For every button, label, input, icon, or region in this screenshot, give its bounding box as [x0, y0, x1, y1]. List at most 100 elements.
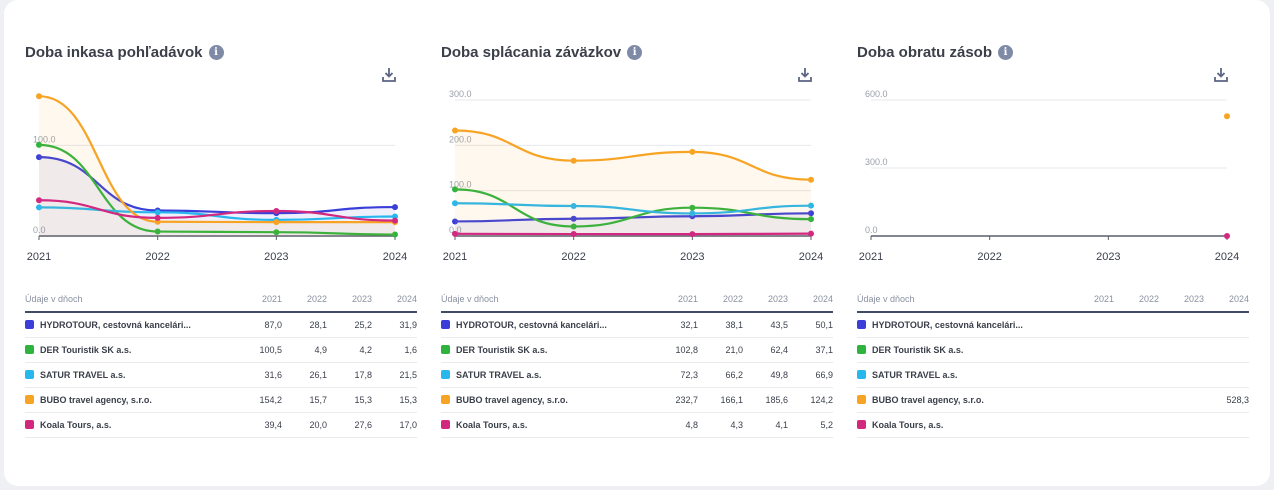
table-row[interactable]: Koala Tours, a.s. 39,4 20,0 27,6 17,0 — [25, 412, 417, 438]
data-point[interactable] — [1224, 233, 1230, 239]
data-point[interactable] — [570, 157, 577, 164]
company-name: Koala Tours, a.s. — [40, 420, 112, 430]
data-point[interactable] — [689, 148, 696, 155]
data-point[interactable] — [154, 228, 161, 235]
data-point[interactable] — [452, 200, 458, 207]
data-point[interactable] — [808, 176, 814, 183]
data-point[interactable] — [570, 223, 577, 230]
chart-title-text: Doba inkasa pohľadávok — [25, 44, 203, 61]
data-point[interactable] — [273, 229, 280, 236]
data-point[interactable] — [689, 210, 696, 217]
table-row[interactable]: DER Touristik SK a.s. 102,8 21,0 62,4 37,1 — [441, 337, 833, 363]
company-name: BUBO travel agency, s.r.o. — [872, 395, 984, 405]
company-cell: BUBO travel agency, s.r.o. — [441, 387, 653, 413]
table-row[interactable]: DER Touristik SK a.s. — [857, 337, 1249, 363]
data-point[interactable] — [689, 204, 696, 211]
value-cell: 26,1 — [282, 362, 327, 388]
series-line[interactable] — [38, 95, 395, 224]
company-name: Koala Tours, a.s. — [456, 420, 528, 430]
table-row[interactable]: Koala Tours, a.s. — [857, 412, 1249, 438]
company-cell: DER Touristik SK a.s. — [25, 337, 237, 363]
value-cell — [1069, 337, 1114, 363]
series-area — [455, 213, 811, 236]
company-cell: HYDROTOUR, cestovná kancelári... — [857, 312, 1069, 338]
series-swatch — [25, 320, 34, 329]
download-icon[interactable] — [797, 67, 813, 83]
data-point[interactable] — [36, 93, 42, 100]
data-point[interactable] — [154, 209, 161, 216]
download-icon[interactable] — [1213, 67, 1229, 83]
download-icon[interactable] — [381, 67, 397, 83]
data-point[interactable] — [452, 186, 458, 193]
data-point[interactable] — [273, 219, 280, 226]
data-point[interactable] — [808, 216, 814, 223]
table-row[interactable]: SATUR TRAVEL a.s. 31,6 26,1 17,8 21,5 — [25, 362, 417, 388]
series-line[interactable] — [38, 199, 396, 222]
data-point[interactable] — [808, 230, 814, 237]
table-header-year: 2023 — [1159, 294, 1204, 313]
panel-payables: Doba splácania záväzkov i 0.0 100.0 200.0 300… — [441, 0, 833, 486]
series-line[interactable] — [38, 143, 396, 236]
series-swatch — [25, 395, 34, 404]
table-row[interactable]: DER Touristik SK a.s. 100,5 4,9 4,2 1,6 — [25, 337, 417, 363]
data-point[interactable] — [392, 217, 398, 224]
data-point[interactable] — [808, 202, 814, 209]
data-point[interactable] — [36, 154, 42, 161]
value-cell — [1204, 337, 1249, 363]
value-cell — [1204, 412, 1249, 438]
data-table: Údaje v dňoch 2021 2022 2023 2024 HYDROTOUR, … — [25, 294, 417, 438]
value-cell — [1069, 412, 1114, 438]
value-cell: 4,8 — [653, 412, 698, 438]
company-name: DER Touristik SK a.s. — [40, 345, 132, 355]
company-name: SATUR TRAVEL a.s. — [456, 370, 542, 380]
data-point[interactable] — [570, 231, 577, 238]
data-point[interactable] — [808, 210, 814, 217]
data-point[interactable] — [36, 141, 42, 148]
table-row[interactable]: HYDROTOUR, cestovná kancelári... 87,0 28,1… — [25, 312, 417, 338]
series-line[interactable] — [38, 156, 396, 215]
series-line[interactable] — [454, 188, 812, 228]
data-point[interactable] — [452, 218, 458, 225]
table-row[interactable]: BUBO travel agency, s.r.o. 232,7 166,1 185,… — [441, 387, 833, 413]
data-point[interactable] — [452, 127, 458, 134]
info-icon[interactable]: i — [208, 45, 224, 60]
data-point[interactable] — [154, 214, 161, 221]
table-header-row: Údaje v dňoch 2021 2022 2023 2024 — [441, 294, 833, 313]
series-swatch — [441, 320, 450, 329]
series-line[interactable] — [454, 202, 812, 215]
company-name: Koala Tours, a.s. — [872, 420, 944, 430]
table-row[interactable]: BUBO travel agency, s.r.o. 528,3 — [857, 387, 1249, 413]
value-cell — [1159, 362, 1204, 388]
table-header-year: 2022 — [698, 294, 743, 313]
value-cell — [1204, 312, 1249, 338]
table-header-label: Údaje v dňoch — [25, 294, 237, 313]
table-row[interactable]: SATUR TRAVEL a.s. 72,3 66,2 49,8 66,9 — [441, 362, 833, 388]
table-row[interactable]: Koala Tours, a.s. 4,8 4,3 4,1 5,2 — [441, 412, 833, 438]
data-point[interactable] — [392, 231, 398, 238]
data-point[interactable] — [570, 215, 577, 222]
data-point[interactable] — [1224, 113, 1230, 120]
series-line[interactable] — [454, 129, 812, 181]
table-header-year: 2024 — [788, 294, 833, 313]
table-row[interactable]: SATUR TRAVEL a.s. — [857, 362, 1249, 388]
data-point[interactable] — [689, 231, 696, 238]
y-tick-label: 200.0 — [449, 134, 472, 144]
data-point[interactable] — [36, 197, 42, 204]
value-cell: 528,3 — [1204, 387, 1249, 413]
data-point[interactable] — [392, 204, 398, 211]
company-cell: SATUR TRAVEL a.s. — [857, 362, 1069, 388]
table-row[interactable]: HYDROTOUR, cestovná kancelári... 32,1 38,1… — [441, 312, 833, 338]
info-icon[interactable]: i — [627, 45, 643, 60]
company-cell: HYDROTOUR, cestovná kancelári... — [25, 312, 237, 338]
data-point[interactable] — [273, 207, 280, 214]
series-swatch — [441, 345, 450, 354]
value-cell: 87,0 — [237, 312, 282, 338]
data-point[interactable] — [452, 230, 458, 237]
info-icon[interactable]: i — [998, 45, 1014, 60]
table-row[interactable]: BUBO travel agency, s.r.o. 154,2 15,7 15,3 1… — [25, 387, 417, 413]
data-point[interactable] — [36, 204, 42, 211]
data-point[interactable] — [570, 202, 577, 209]
table-row[interactable]: HYDROTOUR, cestovná kancelári... — [857, 312, 1249, 338]
line-chart: 0.0 100.0 2021 2022 2023 2024 — [27, 93, 407, 263]
table-header-year: 2022 — [1114, 294, 1159, 313]
